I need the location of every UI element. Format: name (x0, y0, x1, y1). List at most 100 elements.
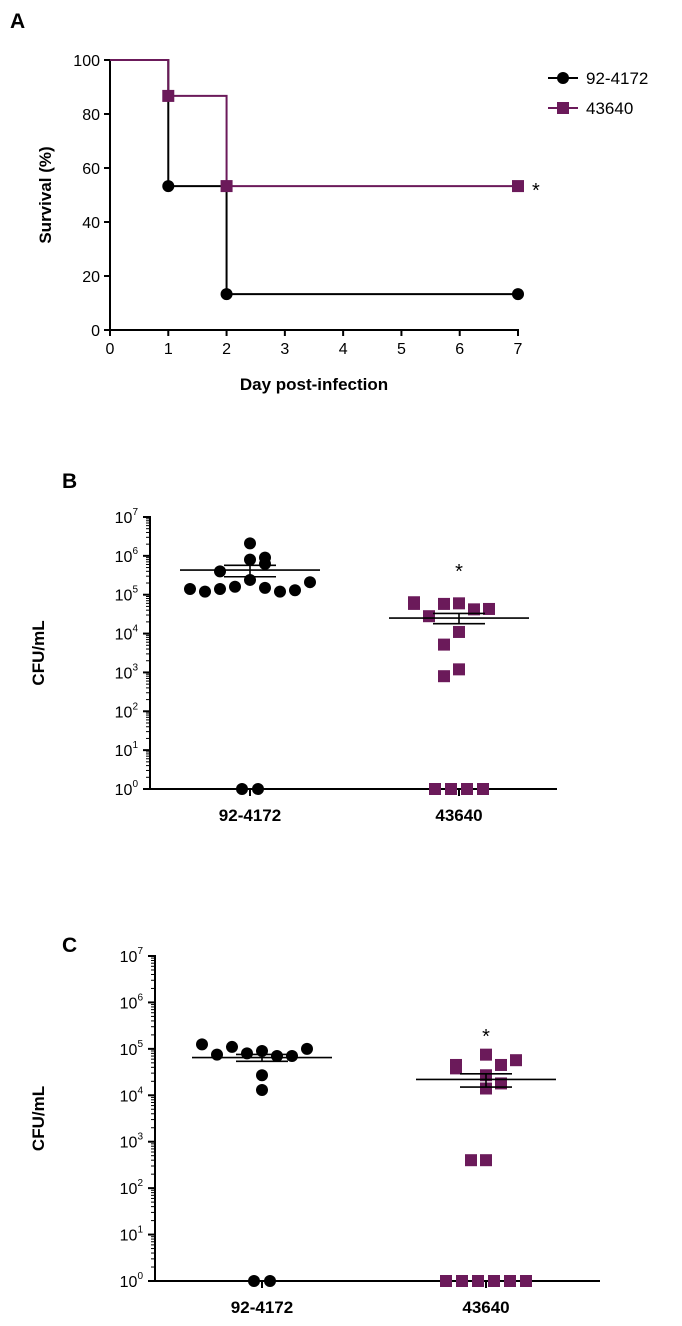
data-point-92-4172 (211, 1048, 223, 1061)
y-tick-label: 105 (120, 1039, 144, 1059)
x-tick-label: 4 (339, 341, 348, 358)
category-label: 43640 (462, 1298, 509, 1317)
significance-star: * (482, 1026, 490, 1048)
category-label: 43640 (435, 806, 482, 825)
legend-label: 92-4172 (586, 69, 648, 88)
data-point-92-4172 (264, 1275, 276, 1287)
data-point-43640 (483, 602, 495, 615)
data-point-43640 (465, 1154, 477, 1167)
x-tick-label: 3 (280, 341, 289, 358)
data-point-92-4172 (256, 1083, 268, 1096)
data-point-92-4172 (286, 1050, 298, 1063)
y-tick-label: 102 (115, 701, 139, 721)
legend-marker (557, 72, 569, 84)
x-tick-label: 7 (514, 341, 523, 358)
data-point-43640 (423, 610, 435, 623)
data-point-43640 (453, 597, 465, 610)
data-point-92-4172 (304, 576, 316, 589)
data-point-92-4172 (229, 580, 241, 593)
data-point-43640 (504, 1275, 516, 1287)
y-axis-title: CFU/mL (29, 1086, 48, 1151)
data-point-43640 (438, 638, 450, 651)
y-tick-label: 103 (115, 662, 139, 682)
y-tick-label: 100 (115, 779, 139, 799)
data-point-92-4172 (301, 1042, 313, 1055)
data-point-43640 (510, 1054, 522, 1067)
data-point-43640 (445, 783, 457, 795)
data-point-92-4172 (248, 1275, 260, 1287)
data-point-43640 (495, 1058, 507, 1071)
legend-label: 43640 (586, 99, 633, 118)
survival-line-43640 (110, 59, 518, 188)
y-tick-label: 103 (120, 1132, 144, 1152)
data-point-43640 (480, 1048, 492, 1061)
y-axis-title: Survival (%) (36, 146, 55, 243)
y-tick-label: 101 (120, 1225, 144, 1245)
y-tick-label: 107 (115, 507, 139, 527)
x-tick-label: 0 (106, 341, 115, 358)
survival-point (162, 180, 175, 193)
data-point-92-4172 (184, 583, 196, 596)
data-point-43640 (477, 783, 489, 795)
data-point-92-4172 (214, 583, 226, 596)
y-tick-label: 102 (120, 1178, 144, 1198)
cfu-panel-b: B 100 101 102 103 104 105 106 107 CFU/mL 92-4172 43… (29, 470, 557, 825)
data-point-43640 (480, 1082, 492, 1095)
data-point-92-4172 (252, 783, 264, 795)
y-tick-label: 101 (115, 740, 139, 760)
y-tick-label: 106 (120, 992, 144, 1012)
y-tick-label: 105 (115, 585, 139, 605)
survival-panel: A 0 20 40 60 80 100 0 1 2 3 4 5 6 7 Day post-infection S… (10, 10, 648, 394)
data-point-92-4172 (196, 1038, 208, 1051)
y-tick-label: 106 (115, 546, 139, 566)
data-point-43640 (450, 1062, 462, 1075)
x-tick-label: 2 (222, 341, 231, 358)
data-point-43640 (488, 1275, 500, 1287)
y-tick-label: 20 (82, 269, 100, 286)
data-point-43640 (453, 625, 465, 638)
x-tick-label: 1 (164, 341, 173, 358)
panel-letter-a: A (10, 10, 25, 33)
cfu-panel-c: C 100 101 102 103 104 105 106 107 CFU/mL 92-4172 43… (29, 934, 600, 1317)
significance-star: * (455, 561, 463, 583)
x-axis-title: Day post-infection (240, 375, 388, 394)
data-point-92-4172 (241, 1047, 253, 1060)
data-point-43640 (520, 1275, 532, 1287)
y-tick-label: 40 (82, 215, 100, 232)
y-tick-label: 100 (120, 1271, 144, 1291)
data-point-43640 (461, 783, 473, 795)
category-label: 92-4172 (219, 806, 281, 825)
x-tick-label: 5 (397, 341, 406, 358)
data-point-43640 (453, 663, 465, 676)
y-tick-label: 104 (115, 624, 139, 644)
data-point-92-4172 (274, 585, 286, 598)
survival-point (512, 180, 524, 193)
survival-point (220, 180, 233, 193)
data-point-92-4172 (236, 783, 248, 795)
data-point-92-4172 (226, 1040, 238, 1053)
data-point-43640 (408, 596, 420, 609)
category-label: 92-4172 (231, 1298, 293, 1317)
y-tick-label: 80 (82, 107, 100, 124)
data-point-92-4172 (256, 1069, 268, 1082)
data-point-43640 (472, 1275, 484, 1287)
data-point-92-4172 (289, 584, 301, 597)
data-point-92-4172 (271, 1050, 283, 1063)
y-tick-label: 104 (120, 1085, 144, 1105)
survival-point (220, 288, 233, 301)
data-point-43640 (429, 783, 441, 795)
data-point-43640 (438, 597, 450, 610)
legend-marker (557, 102, 569, 114)
significance-star: * (532, 180, 540, 202)
survival-point (162, 89, 175, 102)
data-point-43640 (468, 603, 480, 616)
data-point-43640 (440, 1275, 452, 1287)
y-axis-title: CFU/mL (29, 620, 48, 685)
y-tick-label: 107 (120, 946, 144, 966)
survival-point (512, 288, 524, 301)
x-tick-label: 6 (455, 341, 464, 358)
y-tick-label: 0 (91, 323, 100, 340)
data-point-43640 (456, 1275, 468, 1287)
data-point-92-4172 (244, 537, 256, 550)
